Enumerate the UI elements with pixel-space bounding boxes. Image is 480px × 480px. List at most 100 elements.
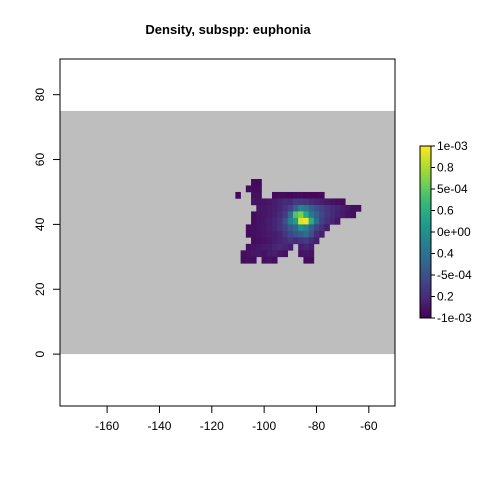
density-cell: [261, 198, 268, 206]
y-tick-label: 0: [33, 350, 47, 357]
colorbar-segment: [420, 191, 431, 196]
colorbar-segment: [420, 168, 431, 173]
density-cell: [282, 237, 288, 245]
density-cell: [319, 217, 325, 225]
colorbar-segment: [420, 257, 431, 262]
colorbar-segment: [420, 151, 431, 155]
colorbar-segment: [420, 186, 431, 190]
density-cell: [277, 191, 283, 199]
density-cell: [308, 211, 315, 219]
density-cell: [282, 217, 288, 225]
density-cell: [298, 204, 304, 212]
density-cell: [256, 185, 262, 193]
colorbar-segment: [420, 214, 431, 219]
colorbar-label: 0e+00: [437, 225, 471, 239]
density-cell: [261, 217, 268, 225]
density-cell: [282, 224, 288, 232]
colorbar-segment: [420, 254, 431, 259]
density-cell: [324, 224, 330, 232]
density-cell: [261, 204, 268, 212]
colorbar-segment: [420, 252, 431, 256]
density-cell: [245, 243, 252, 251]
density-cell: [266, 230, 273, 238]
colorbar-segment: [420, 174, 431, 178]
colorbar-label: -5e-04: [437, 268, 472, 282]
density-cell: [245, 256, 252, 264]
colorbar-segment: [420, 232, 431, 236]
x-tick-label: -80: [308, 419, 326, 433]
density-cell: [251, 230, 257, 238]
density-cell: [334, 198, 341, 206]
colorbar-segment: [420, 180, 431, 184]
density-cell: [271, 217, 278, 225]
density-cell: [235, 191, 241, 199]
colorbar-segment: [420, 246, 431, 250]
colorbar-segment: [420, 203, 431, 207]
density-cell: [266, 204, 273, 212]
colorbar-segment: [420, 237, 431, 241]
density-cell: [308, 256, 315, 264]
colorbar-segment: [420, 148, 431, 153]
colorbar-segment: [420, 189, 431, 193]
y-tick-label: 40: [33, 217, 47, 231]
density-cell: [261, 224, 268, 232]
density-cell: [319, 211, 325, 219]
density-cell: [308, 230, 315, 238]
density-cell: [266, 243, 273, 251]
density-cell: [303, 217, 309, 225]
density-cell: [282, 191, 288, 199]
density-cell: [245, 250, 252, 258]
density-cell: [271, 198, 278, 206]
colorbar-segment: [420, 269, 431, 273]
colorbar-segment: [420, 315, 431, 319]
density-cell: [292, 217, 299, 225]
density-cell: [298, 198, 304, 206]
density-cell: [308, 243, 315, 251]
density-cell: [303, 204, 309, 212]
density-cell: [334, 204, 341, 212]
colorbar-segment: [420, 249, 431, 253]
density-cell: [313, 224, 320, 232]
x-tick-label: -100: [252, 419, 276, 433]
density-cell: [287, 237, 294, 245]
density-cell: [324, 211, 330, 219]
density-cell: [292, 204, 299, 212]
colorbar-legend: 1e-03 5e-04 0e+00 -5e-04 -1e-03 0.8 0.6 0.4 0.2: [419, 139, 472, 325]
colorbar-segment: [420, 289, 431, 293]
colorbar-segment: [420, 146, 431, 150]
colorbar-label: 5e-04: [437, 182, 468, 196]
colorbar-segment: [420, 295, 431, 299]
colorbar-segment: [420, 200, 431, 204]
colorbar-segment: [420, 312, 431, 316]
density-cell: [287, 198, 294, 206]
density-cell: [292, 211, 299, 219]
density-cell: [298, 191, 304, 199]
density-cell: [271, 204, 278, 212]
x-tick-label: -140: [147, 419, 171, 433]
density-cell: [261, 211, 268, 219]
density-cell: [277, 237, 283, 245]
density-cell: [292, 237, 299, 245]
density-cell: [292, 191, 299, 199]
density-cell: [287, 211, 294, 219]
density-cell: [319, 224, 325, 232]
density-cell: [313, 211, 320, 219]
colorbar-segment: [420, 211, 431, 216]
colorbar-segment: [420, 277, 431, 282]
density-cell: [287, 217, 294, 225]
colorbar-segment: [420, 272, 431, 276]
density-cell: [313, 191, 320, 199]
density-cell: [298, 250, 304, 258]
density-cell: [313, 230, 320, 238]
colorbar-segment: [420, 197, 431, 201]
density-cell: [277, 243, 283, 251]
density-cell: [251, 237, 257, 245]
density-cell: [261, 250, 268, 258]
colorbar-segment: [420, 194, 431, 198]
density-cell: [266, 224, 273, 232]
colorbar-segment: [420, 209, 431, 213]
density-cell: [256, 230, 262, 238]
density-cell: [298, 230, 304, 238]
density-cell: [251, 224, 257, 232]
density-cell: [303, 237, 309, 245]
